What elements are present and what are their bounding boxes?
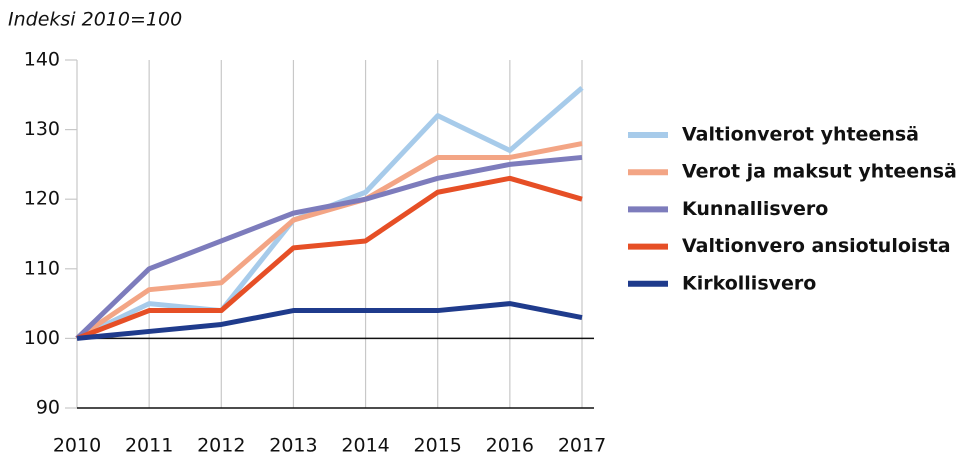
legend-label: Kunnallisvero — [682, 198, 828, 220]
x-tick-label: 2011 — [125, 435, 173, 457]
y-tick-label: 90 — [36, 397, 60, 419]
y-tick-label: 110 — [24, 257, 60, 279]
legend-label: Valtionverot yhteensä — [682, 124, 919, 146]
y-tick-label: 140 — [24, 49, 60, 71]
legend-label: Kirkollisvero — [682, 272, 816, 294]
x-tick-label: 2010 — [53, 435, 101, 457]
y-tick-label: 100 — [24, 327, 60, 349]
y-tick-label: 120 — [24, 188, 60, 210]
y-tick-label: 130 — [24, 118, 60, 140]
line — [75, 141, 583, 341]
chart-title: Indeksi 2010=100 — [8, 9, 182, 31]
x-tick-label: 2015 — [414, 435, 462, 457]
line — [76, 175, 583, 341]
line — [75, 154, 583, 341]
legend-label: Verot ja maksut yhteensä — [682, 161, 957, 183]
x-tick-label: 2013 — [269, 435, 317, 457]
x-tick-label: 2014 — [341, 435, 389, 457]
line — [76, 301, 583, 341]
line — [75, 85, 584, 341]
legend-label: Valtionvero ansiotuloista — [682, 235, 951, 257]
x-tick-label: 2012 — [197, 435, 245, 457]
x-tick-label: 2017 — [558, 435, 606, 457]
x-tick-label: 2016 — [486, 435, 534, 457]
